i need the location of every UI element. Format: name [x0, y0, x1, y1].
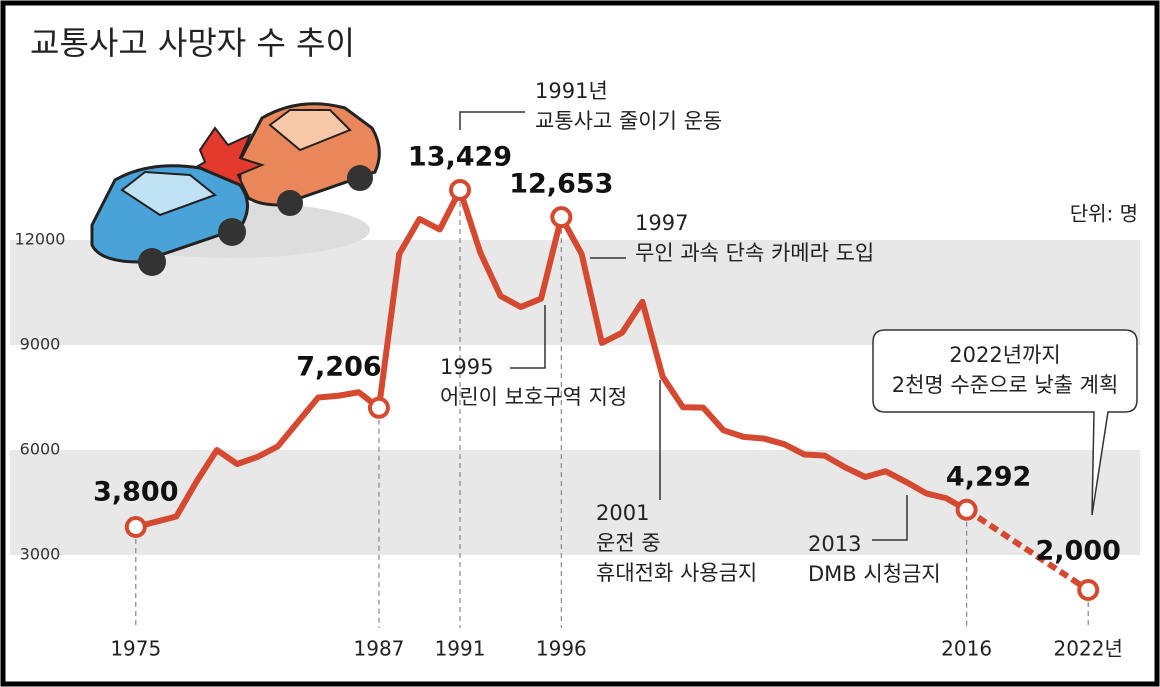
x-tick-label: 1996: [536, 637, 587, 661]
point-marker: [955, 498, 978, 521]
x-tick-label: 2016: [941, 637, 992, 661]
y-tick-label: 6000: [20, 440, 61, 459]
x-tick-label: 1987: [354, 637, 405, 661]
annotation-text: 휴대전화 사용금지: [596, 561, 757, 585]
chart-title: 교통사고 사망자 수 추이: [30, 24, 355, 62]
data-label: 3,800: [93, 477, 178, 508]
annotation-text: DMB 시청금지: [808, 562, 941, 586]
x-tick-label: 2022년: [1054, 637, 1123, 661]
data-label: 12,653: [509, 169, 613, 200]
ticks: 3000 6000 9000 12000 1975 1987 1991 1996 2016 202…: [15, 201, 1123, 661]
y-tick-label: 3000: [20, 545, 61, 564]
annotation-text: 2001: [596, 501, 649, 525]
annotation-text: 무인 과속 단속 카메라 도입: [635, 241, 874, 265]
x-tick-label: 1991: [435, 637, 486, 661]
point-marker: [449, 178, 472, 201]
data-label: 13,429: [408, 141, 512, 172]
data-label: 7,206: [296, 351, 381, 382]
annotation-text: 어린이 보호구역 지정: [440, 385, 627, 409]
series-line: [964, 507, 1090, 593]
point-marker: [124, 516, 147, 538]
annotation-text: 운전 중: [596, 531, 661, 555]
annotation-text: 2022년까지: [949, 343, 1060, 367]
data-label: 2,000: [1036, 536, 1121, 567]
leader-lines: [459, 111, 1138, 541]
data-label: 4,292: [946, 461, 1031, 492]
grid-band: [10, 240, 1140, 345]
y-tick-label: 12000: [15, 230, 66, 249]
annotation-text: 1995: [440, 355, 493, 379]
point-marker: [550, 206, 573, 229]
annotation-text: 1997: [635, 211, 688, 235]
cars-illustration: [90, 102, 381, 276]
point-marker: [1077, 579, 1100, 601]
annotation-text: 1991년: [535, 79, 608, 103]
series-line: [135, 186, 969, 530]
point-marker: [367, 396, 390, 419]
annotation-text: 교통사고 줄이기 운동: [535, 109, 722, 133]
unit-label: 단위: 명: [1070, 202, 1138, 226]
y-tick-label: 9000: [20, 335, 61, 354]
x-tick-label: 1975: [110, 637, 161, 661]
annotation-text: 2013: [808, 532, 861, 556]
annotation-text: 2천명 수준으로 낮출 계획: [892, 373, 1119, 397]
